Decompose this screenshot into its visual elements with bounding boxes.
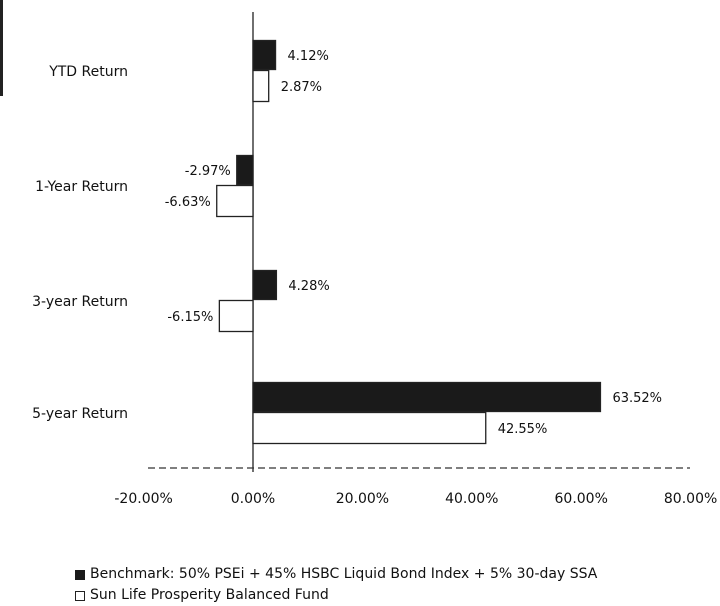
- category-label: 1-Year Return: [35, 179, 128, 195]
- x-tick-label: -20.00%: [114, 491, 172, 507]
- x-tick-label: 40.00%: [445, 491, 498, 507]
- legend-swatch-benchmark: [75, 569, 85, 580]
- category-label: 3-year Return: [32, 294, 128, 310]
- legend-item-fund: Sun Life Prosperity Balanced Fund: [75, 585, 597, 606]
- x-tick-label: 80.00%: [664, 491, 717, 507]
- data-label: -2.97%: [185, 164, 231, 179]
- data-label: 4.28%: [288, 279, 329, 294]
- fund-bar: [252, 411, 487, 445]
- legend: Benchmark: 50% PSEi + 45% HSBC Liquid Bo…: [75, 564, 597, 606]
- page-edge-line: [0, 0, 3, 96]
- data-label: 42.55%: [498, 422, 548, 437]
- fund-bar: [218, 299, 254, 333]
- x-tick-label: 60.00%: [555, 491, 608, 507]
- category-label: 5-year Return: [32, 406, 128, 422]
- legend-item-benchmark: Benchmark: 50% PSEi + 45% HSBC Liquid Bo…: [75, 564, 597, 585]
- legend-label-fund: Sun Life Prosperity Balanced Fund: [90, 587, 329, 603]
- data-label: -6.63%: [165, 195, 211, 210]
- x-tick-label: 20.00%: [336, 491, 389, 507]
- data-label: 2.87%: [281, 80, 322, 95]
- category-label: YTD Return: [48, 64, 128, 80]
- benchmark-bar: [252, 269, 278, 301]
- data-label: -6.15%: [167, 310, 213, 325]
- legend-swatch-fund: [75, 590, 85, 601]
- benchmark-bar: [252, 39, 277, 71]
- data-label: 4.12%: [288, 49, 329, 64]
- x-tick-label: 0.00%: [231, 491, 275, 507]
- benchmark-bar: [252, 381, 602, 413]
- fund-bar: [216, 184, 254, 218]
- benchmark-bar: [236, 154, 254, 186]
- return-bar-chart: YTD Return 1-Year Return 3-year Return 5-ye…: [32, 12, 717, 507]
- data-label: 63.52%: [612, 391, 662, 406]
- fund-bar: [252, 69, 270, 103]
- legend-label-benchmark: Benchmark: 50% PSEi + 45% HSBC Liquid Bo…: [90, 566, 598, 582]
